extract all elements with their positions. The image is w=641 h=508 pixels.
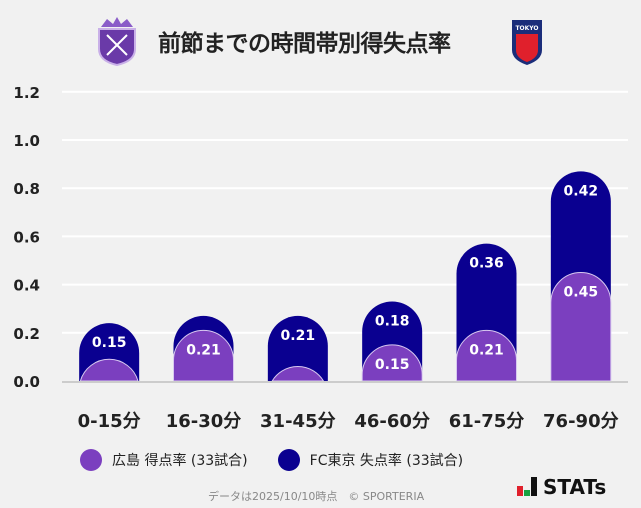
data-label-fctokyo: 0.42 — [564, 183, 599, 199]
stats-text: STATs — [543, 475, 607, 499]
data-label-fctokyo: 0.36 — [469, 256, 504, 272]
x-tick-label: 76-90分 — [543, 411, 619, 432]
stats-logo: STATs — [517, 477, 606, 497]
x-tick-label: 61-75分 — [449, 411, 525, 432]
bar-hiroshima — [456, 329, 517, 382]
bar-hiroshima — [173, 329, 234, 382]
fc-tokyo-logo: TOKYO — [510, 18, 544, 70]
chart-title: 前節までの時間帯別得失点率 — [158, 31, 451, 57]
data-label-hiroshima: 0.45 — [564, 285, 599, 301]
x-tick-label: 46-60分 — [354, 411, 430, 432]
y-tick-label: 0.2 — [13, 325, 40, 343]
bar-hiroshima — [550, 272, 612, 382]
y-tick-label: 1.2 — [13, 84, 40, 102]
legend-label-fctokyo: FC東京 失点率 (33試合) — [309, 453, 464, 469]
legend-label-hiroshima: 広島 得点率 (33試合) — [112, 453, 248, 469]
data-label-hiroshima: 0.21 — [186, 342, 221, 358]
bar-hiroshima — [361, 344, 423, 382]
legend: 広島 得点率 (33試合) FC東京 失点率 (33試合) — [80, 449, 463, 471]
footer-note: データは2025/10/10時点 © SPORTERIA — [208, 490, 425, 503]
y-tick-label: 0.4 — [13, 277, 40, 295]
data-label-fctokyo: 0.21 — [281, 328, 316, 344]
stats-bars-icon — [517, 477, 537, 496]
x-tick-label: 16-30分 — [166, 411, 242, 432]
legend-swatch-fctokyo — [277, 449, 300, 471]
chart-area: 0.0 0.2 0.4 0.6 0.8 1.0 1.2 0.15 0-15分 0.21 16-30分… — [13, 84, 628, 432]
y-tick-label: 0.8 — [13, 180, 40, 198]
y-tick-label: 1.0 — [13, 132, 40, 150]
data-label-hiroshima: 0.21 — [469, 342, 504, 358]
sanfrecce-logo — [93, 15, 141, 71]
data-label-hiroshima: 0.15 — [375, 357, 410, 373]
bar-hiroshima — [79, 358, 139, 382]
x-tick-label: 31-45分 — [260, 411, 336, 432]
data-label-fctokyo: 0.15 — [92, 335, 127, 351]
x-tick-label: 0-15分 — [78, 411, 141, 432]
legend-swatch-hiroshima — [80, 449, 102, 471]
y-tick-label: 0.0 — [13, 373, 40, 391]
data-label-fctokyo: 0.18 — [375, 313, 410, 329]
bar-fctokyo — [267, 315, 328, 381]
y-tick-label: 0.6 — [13, 228, 40, 246]
svg-text:TOKYO: TOKYO — [515, 25, 538, 32]
bar-hiroshima — [271, 366, 325, 382]
